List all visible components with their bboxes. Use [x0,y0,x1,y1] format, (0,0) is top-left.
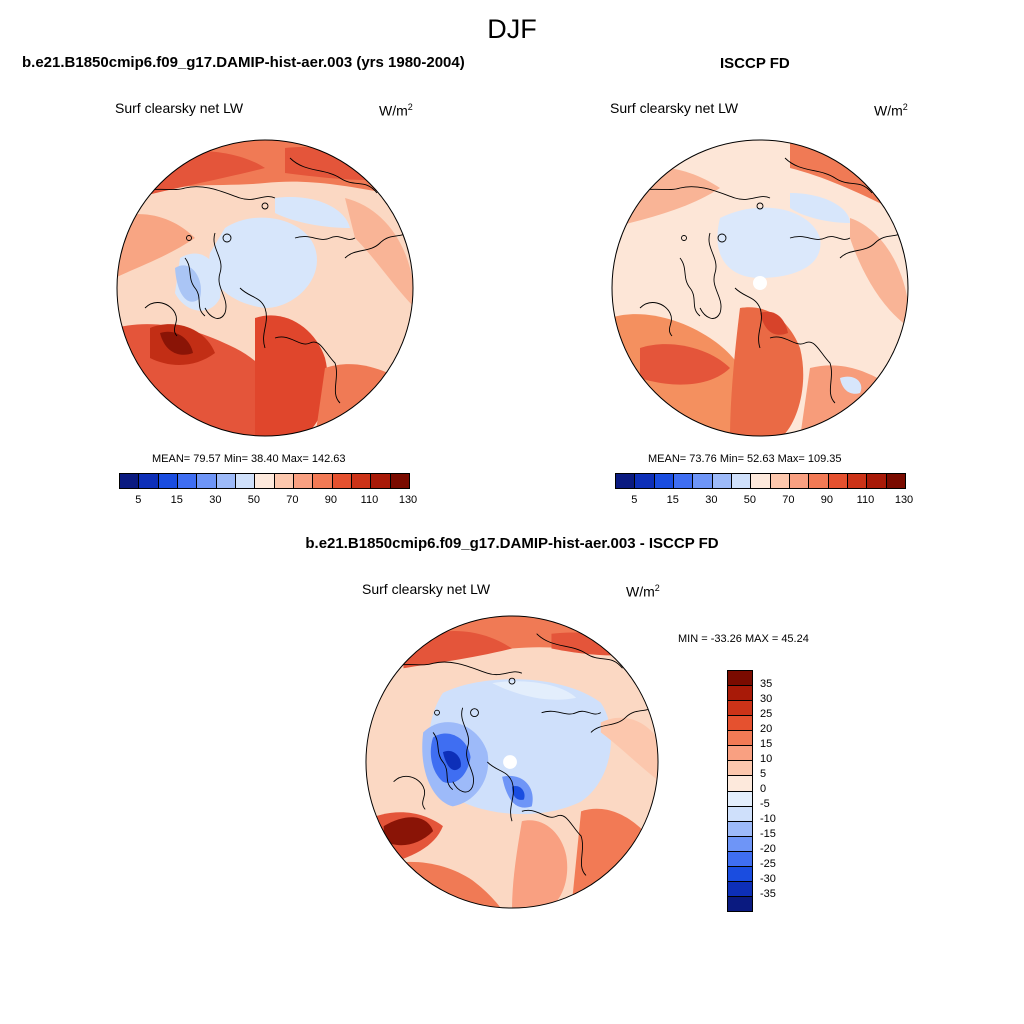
colorbar-swatch [255,474,275,488]
panel-1-colorbar-ticks: 5 15 30 50 70 90 110 130 [119,494,417,508]
colorbar-tick-label: 20 [760,723,773,735]
panel-3-units: W/m2 [626,583,660,600]
panel-3-map [365,615,659,909]
colorbar-swatch [197,474,217,488]
colorbar-swatch [728,896,752,911]
colorbar-swatch [828,474,848,488]
colorbar-tick-label: -5 [760,798,770,810]
colorbar-swatch [728,881,752,897]
panel-1-units: W/m2 [379,102,413,119]
main-title: DJF [487,14,537,44]
colorbar-tick-label: 10 [760,753,773,765]
colorbar-swatch [886,474,905,488]
colorbar-swatch [693,474,713,488]
colorbar-tick-label: 15 [666,494,679,506]
colorbar-tick-label: 35 [760,678,773,690]
panel-2-units: W/m2 [874,102,908,119]
colorbar-tick-label: -10 [760,813,776,825]
colorbar-tick-label: 15 [170,494,183,506]
panel-2-variable: Surf clearsky net LW [610,100,739,116]
colorbar-swatch [293,474,314,488]
colorbar-swatch [235,474,256,488]
colorbar-tick-label: 130 [894,494,914,506]
panel-2-colorbar [615,473,906,489]
colorbar-swatch [371,474,391,488]
panel-3-variable: Surf clearsky net LW [362,581,491,597]
colorbar-swatch [728,791,752,807]
panel-2-colorbar-ticks: 5 15 30 50 70 90 110 130 [615,494,913,508]
colorbar-tick-label: 50 [743,494,756,506]
colorbar-tick-label: -25 [760,858,776,870]
colorbar-tick-label: 90 [324,494,338,506]
colorbar-swatch [728,701,752,717]
panel-2-stats: MEAN= 73.76 Min= 52.63 Max= 109.35 [648,453,842,465]
colorbar-tick-label: 30 [705,494,718,506]
colorbar-swatch [867,474,887,488]
colorbar-tick-label: 90 [820,494,834,506]
colorbar-swatch [728,686,752,702]
panel-1-title: b.e21.B1850cmip6.f09_g17.DAMIP-hist-aer.… [22,54,465,71]
panel-3-title: b.e21.B1850cmip6.f09_g17.DAMIP-hist-aer.… [305,535,719,552]
colorbar-tick-label: 70 [782,494,795,506]
colorbar-tick-label: -20 [760,843,776,855]
colorbar-swatch [728,806,752,822]
colorbar-swatch [728,866,752,882]
colorbar-swatch [789,474,810,488]
colorbar-tick-label: -15 [760,828,776,840]
colorbar-swatch [728,716,752,732]
colorbar-tick-label: 30 [209,494,222,506]
colorbar-swatch [332,474,352,488]
colorbar-tick-label: -35 [760,888,776,900]
colorbar-tick-label: 130 [398,494,418,506]
colorbar-swatch [728,671,752,687]
panel-2-map [611,139,909,437]
colorbar-swatch [673,474,694,488]
colorbar-swatch [654,474,674,488]
colorbar-swatch [216,474,236,488]
colorbar-swatch [313,474,333,488]
colorbar-swatch [616,474,636,488]
colorbar-tick-label: 30 [760,693,773,705]
colorbar-swatch [712,474,732,488]
colorbar-tick-label: 110 [360,494,379,506]
colorbar-swatch [770,474,790,488]
colorbar-tick-label: 50 [247,494,260,506]
colorbar-swatch [728,821,752,837]
colorbar-swatch [728,761,752,777]
colorbar-tick-label: 70 [286,494,299,506]
colorbar-swatch [120,474,140,488]
colorbar-tick-label: 0 [760,783,767,795]
panel-3-colorbar [727,670,753,912]
colorbar-swatch [158,474,178,488]
colorbar-swatch [809,474,829,488]
colorbar-tick-label: 25 [760,708,773,720]
colorbar-swatch [728,836,752,852]
colorbar-swatch [390,474,409,488]
colorbar-swatch [177,474,198,488]
colorbar-swatch [751,474,771,488]
colorbar-tick-label: 5 [631,494,638,506]
panel-1-map [116,139,414,437]
colorbar-swatch [728,731,752,747]
colorbar-tick-label: 110 [856,494,875,506]
colorbar-swatch [728,851,752,867]
colorbar-swatch [847,474,868,488]
colorbar-swatch [728,776,752,792]
colorbar-swatch [728,746,752,762]
colorbar-swatch [635,474,655,488]
panel-3-stats: MIN = -33.26 MAX = 45.24 [678,633,809,645]
panel-1-stats: MEAN= 79.57 Min= 38.40 Max= 142.63 [152,453,346,465]
colorbar-tick-label: 5 [135,494,142,506]
colorbar-tick-label: 15 [760,738,773,750]
panel-1-colorbar [119,473,410,489]
colorbar-swatch [351,474,372,488]
panel-1-variable: Surf clearsky net LW [115,100,244,116]
colorbar-tick-label: -30 [760,873,776,885]
colorbar-swatch [139,474,159,488]
colorbar-swatch [731,474,752,488]
panel-3-colorbar-ticks: 35 30 25 20 15 10 5 0 -5 -10 -15 -20 -25 -30 -35 [760,670,800,910]
colorbar-tick-label: 5 [760,768,767,780]
panel-2-title: ISCCP FD [720,55,790,72]
colorbar-swatch [274,474,294,488]
